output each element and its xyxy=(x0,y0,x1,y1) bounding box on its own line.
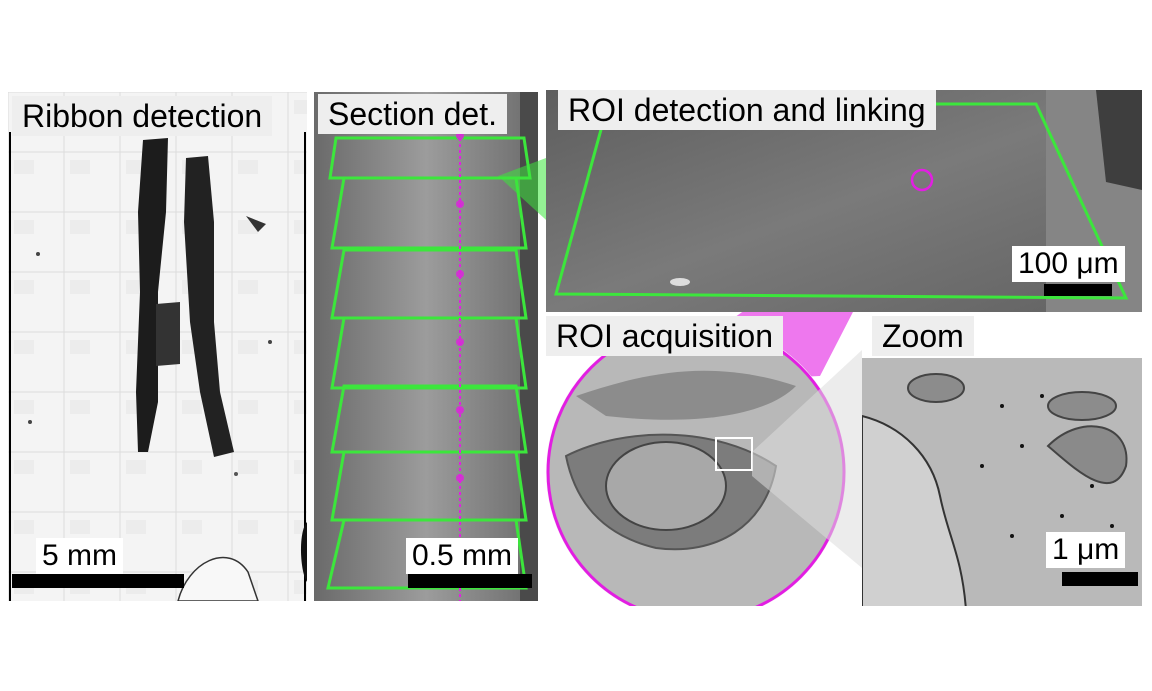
ribbon-strip-left xyxy=(136,138,180,452)
section-scale-bar xyxy=(408,574,532,588)
ribbon-strip-right xyxy=(184,156,234,457)
roi-marker xyxy=(910,168,934,192)
zoom-title: Zoom xyxy=(872,316,974,356)
section-scale-label: 0.5 mm xyxy=(406,538,519,574)
acquisition-image xyxy=(546,322,846,606)
section-detection-title: Section det. xyxy=(318,94,507,134)
roi-detection-panel: ROI detection and linking 100 μm xyxy=(546,90,1142,312)
ribbon-overview-image xyxy=(8,92,307,601)
ribbon-scale-bar xyxy=(12,574,184,588)
section-image xyxy=(314,92,538,601)
zoom-scale-bar xyxy=(1062,572,1138,586)
roi-acquisition-panel: ROI acquisition xyxy=(546,316,852,606)
zoom-panel: Zoom 1 μm xyxy=(862,316,1142,606)
roi-acquisition-title: ROI acquisition xyxy=(546,316,783,356)
roi-scale-bar xyxy=(1044,284,1112,296)
roi-detection-title: ROI detection and linking xyxy=(558,90,936,130)
ribbon-detection-title: Ribbon detection xyxy=(12,96,273,136)
section-roi-points xyxy=(456,132,464,482)
roi-scale-label: 100 μm xyxy=(1012,246,1125,282)
ribbon-detection-panel: Ribbon detection 5 mm xyxy=(8,92,307,601)
ribbon-scale-label: 5 mm xyxy=(36,538,123,574)
zoom-scale-label: 1 μm xyxy=(1046,532,1126,568)
